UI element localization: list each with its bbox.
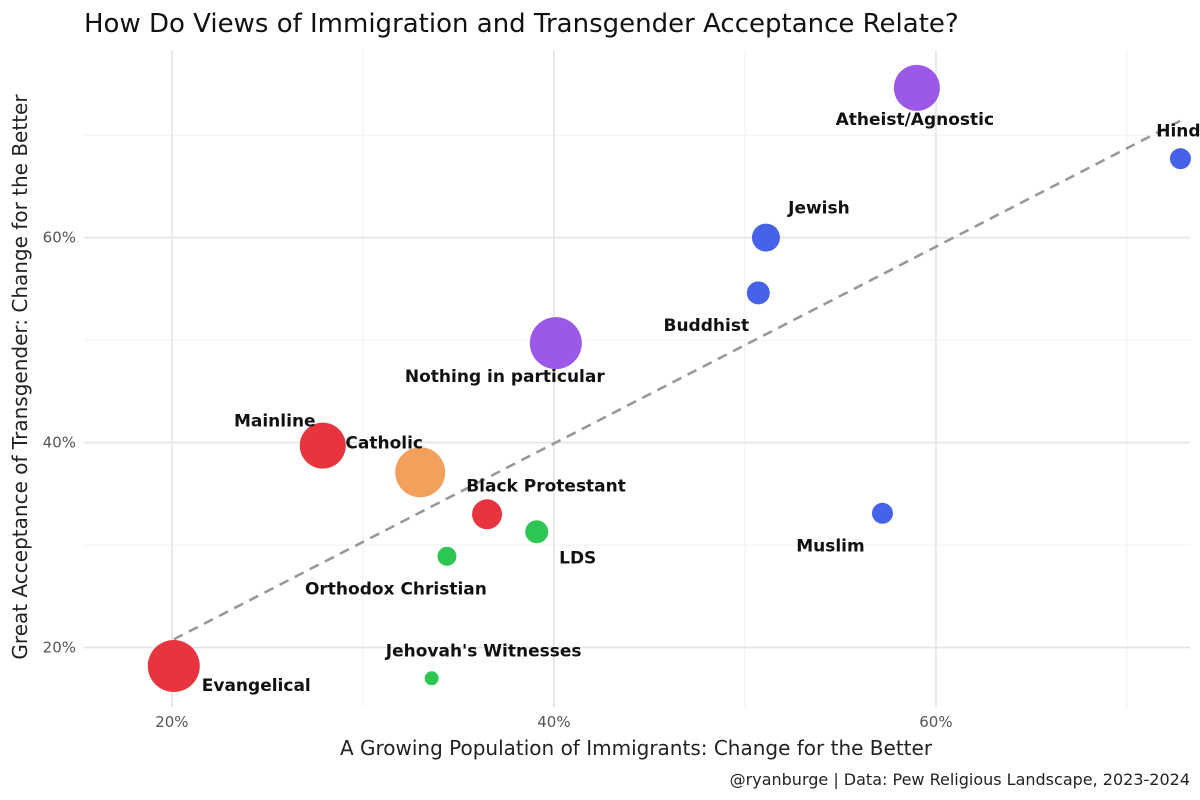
- point-label: Catholic: [345, 433, 423, 453]
- x-axis-title: A Growing Population of Immigrants: Chan…: [340, 736, 933, 760]
- point-label: Jewish: [787, 199, 850, 219]
- y-tick-label: 20%: [43, 639, 76, 657]
- x-tick-label: 60%: [919, 713, 952, 731]
- y-tick-label: 40%: [43, 434, 76, 452]
- point-label: Nothing in particular: [405, 367, 605, 387]
- point-atheist-agnostic: [893, 64, 940, 111]
- point-mainline: [299, 422, 346, 469]
- point-muslim: [871, 502, 893, 524]
- point-catholic: [395, 447, 446, 498]
- chart-caption: @ryanburge | Data: Pew Religious Landsca…: [730, 770, 1190, 789]
- y-axis-title: Great Acceptance of Transgender: Change …: [8, 94, 32, 660]
- point-label: Jehovah's Witnesses: [385, 641, 582, 661]
- point-label: Orthodox Christian: [305, 579, 487, 599]
- point-hindu: [1169, 148, 1191, 170]
- point-label: Black Protestant: [466, 476, 626, 496]
- chart-title: How Do Views of Immigration and Transgen…: [84, 9, 959, 39]
- point-buddhist: [746, 281, 770, 305]
- point-label: Buddhist: [664, 316, 750, 336]
- point-nothing-in-particular: [529, 317, 582, 370]
- point-jehovah-s-witnesses: [424, 671, 439, 686]
- point-label: Muslim: [796, 536, 865, 556]
- trendline-group: [173, 119, 1182, 641]
- y-axis-ticks: 20% 40% 60%: [43, 229, 76, 657]
- point-label: Atheist/Agnostic: [836, 110, 994, 130]
- point-label: LDS: [559, 549, 596, 569]
- x-axis-ticks: 20% 40% 60%: [155, 713, 952, 731]
- grid-lines: [84, 50, 1190, 707]
- y-tick-label: 60%: [43, 229, 76, 247]
- data-points: [147, 64, 1191, 693]
- point-lds: [525, 520, 549, 544]
- point-jewish: [751, 223, 780, 252]
- point-label: Hindu: [1156, 122, 1200, 142]
- trendline: [173, 119, 1182, 641]
- point-black-protestant: [472, 499, 503, 530]
- point-label: Evangelical: [202, 676, 311, 696]
- point-evangelical: [147, 640, 200, 693]
- x-tick-label: 20%: [155, 713, 188, 731]
- point-label: Mainline: [234, 412, 316, 432]
- point-orthodox-christian: [437, 546, 457, 566]
- x-tick-label: 40%: [537, 713, 570, 731]
- point-labels: Evangelical Mainline Catholic Black Protest…: [202, 110, 1200, 696]
